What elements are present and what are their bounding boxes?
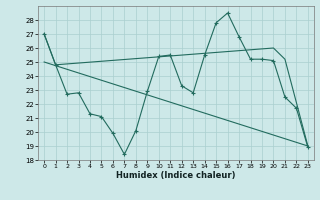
X-axis label: Humidex (Indice chaleur): Humidex (Indice chaleur) [116,171,236,180]
